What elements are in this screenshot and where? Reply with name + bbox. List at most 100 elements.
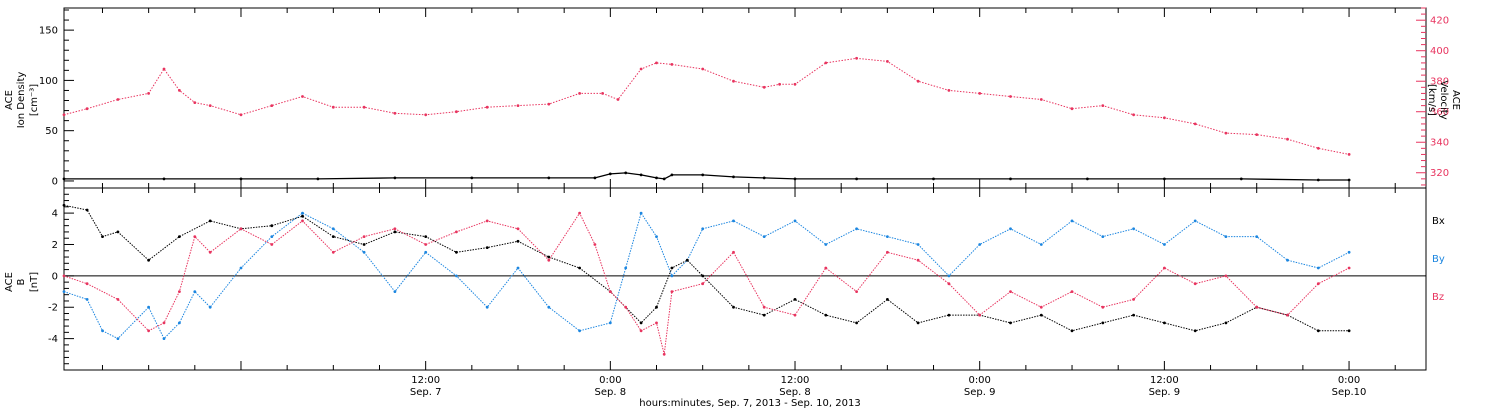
by-point [1039,243,1043,246]
by-point [1009,227,1012,231]
bz-point [1316,282,1320,286]
by-point [608,321,612,325]
by-point [701,227,705,231]
bx-point [1347,329,1351,333]
bx-point [147,258,151,262]
bx-point [208,219,212,223]
bx-point [178,235,181,239]
x-tick-date: Sep. 9 [964,387,996,398]
density-axis-label-line1: ACE [4,90,15,110]
velocity-point [1163,116,1166,120]
velocity-axis-ticks: 320 340 360 380 400 420 [1416,7,1449,186]
by-point [855,227,858,231]
by-point [670,274,674,278]
velocity-point [639,67,643,71]
series-velocity [62,56,1351,156]
bz-point [1101,305,1105,309]
velocity-axis-tick-label: 420 [1430,16,1449,27]
density-point [470,176,474,180]
x-axis-caption: hours:minutes, Sep. 7, 2013 - Sep. 10, 2… [639,398,860,409]
legend-bx-main: Bx [1432,216,1445,227]
density-axis-ticks: 0 50 100 150 [39,9,74,187]
bx-point [62,203,66,207]
density-point [1239,177,1243,181]
bz-point [516,227,520,231]
velocity-point [485,105,489,109]
bz-point [147,329,151,333]
density-axis-tick-label: 0 [52,176,58,187]
bx-point [85,208,89,212]
by-point [193,290,197,293]
plasma-x-ticks [101,8,1396,188]
velocity-point [147,92,151,95]
velocity-point [793,82,797,86]
bz-point [270,243,274,246]
density-axis-label-line2: Ion Density [16,72,27,129]
by-point [1347,250,1351,254]
bz-point [655,321,658,325]
bz-point [1009,290,1012,293]
by-point [578,329,581,333]
density-point [393,176,397,180]
density-axis-tick-label: 150 [39,26,58,37]
x-tick-time: 0:00 [599,375,621,386]
by-point [639,211,643,215]
by-point [301,211,304,215]
bx-point [547,255,551,259]
bz-point [762,305,766,309]
velocity-point [1009,95,1012,98]
by-point [1224,235,1228,239]
bz-point [162,321,166,325]
velocity-point [978,92,982,95]
x-tick-date: Sep. 9 [1149,387,1181,398]
legend-by: By [1432,254,1445,265]
x-tick-date: Sep. 7 [410,387,442,398]
density-axis-label-line3: [cm⁻³] [29,84,40,116]
velocity-point [116,98,120,101]
velocity-point [886,60,889,63]
bz-point [608,290,612,293]
velocity-point [85,107,89,111]
bx-point [424,235,428,239]
bz-point [547,258,551,262]
by-point [393,290,397,293]
velocity-point [732,79,735,83]
velocity-point [1039,98,1043,101]
by-point [1255,235,1259,239]
bz-point [578,211,581,215]
density-point [732,175,735,179]
bx-point [101,235,104,239]
bz-point [85,282,89,286]
velocity-point [601,92,604,95]
bz-point [1224,274,1228,278]
density-point [670,173,674,177]
bz-point [593,243,597,246]
b-axis-tick-label: 4 [52,209,58,220]
bz-point [193,235,197,239]
density-point [1086,177,1089,181]
bz-point [116,298,120,301]
series-density [62,171,1351,182]
magnetic-series [62,203,1351,356]
bz-point [301,219,304,223]
by-point [978,243,982,246]
bz-point [1193,282,1197,286]
velocity-point [578,92,581,95]
velocity-point [778,82,781,86]
by-point [916,243,920,246]
velocity-point [208,104,212,107]
bx-point [1039,313,1043,317]
bz-point [1347,266,1351,270]
velocity-point [270,104,274,107]
bz-point [1163,266,1166,270]
bx-point [393,230,397,234]
bx-point [301,214,304,218]
by-point [1070,219,1074,223]
velocity-point [1286,137,1289,141]
x-tick-time: 12:00 [1150,375,1179,386]
velocity-point [162,67,166,71]
bz-point [732,250,735,254]
velocity-point [301,95,304,98]
density-point [701,173,705,177]
